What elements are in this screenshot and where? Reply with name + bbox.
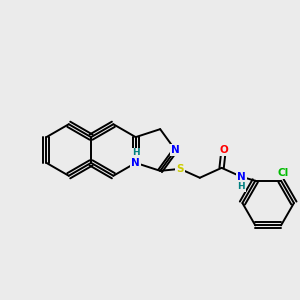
Text: H: H bbox=[132, 148, 140, 158]
Text: H: H bbox=[238, 182, 245, 191]
Text: O: O bbox=[219, 145, 228, 155]
Text: S: S bbox=[176, 164, 184, 174]
Text: N: N bbox=[171, 145, 180, 155]
Text: N: N bbox=[237, 172, 246, 182]
Text: N: N bbox=[131, 158, 140, 168]
Text: Cl: Cl bbox=[278, 168, 289, 178]
